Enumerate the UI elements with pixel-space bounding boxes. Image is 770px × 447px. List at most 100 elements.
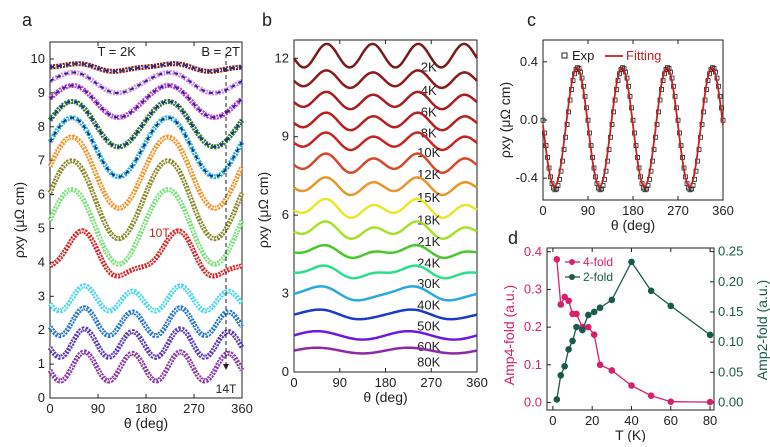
x-tick-label-d: 60 — [664, 413, 678, 428]
series-label-b: 21K — [417, 234, 440, 249]
data-point-2-fold — [596, 304, 604, 312]
y-tick-label-b: 0 — [282, 364, 289, 379]
y2-tick-label-d: 0.25 — [718, 244, 743, 259]
y-tick-label-a: 4 — [38, 254, 45, 269]
data-series-b — [293, 243, 478, 260]
data-series-a-marker-fill — [49, 71, 243, 94]
plot-frame-b — [293, 39, 478, 373]
x-tick-label-b: 180 — [375, 375, 397, 390]
field-annotation-14T: 14T — [216, 382, 237, 396]
temperature-annotation: T = 2K — [97, 44, 136, 59]
exp-data-point — [644, 186, 649, 192]
y-tick-label-a: 8 — [38, 119, 45, 134]
y-tick-label-b: 6 — [282, 207, 289, 222]
series-label-b: 12K — [417, 167, 440, 182]
x-tick-label-c: 180 — [622, 203, 644, 218]
x-tick-label-c: 0 — [539, 203, 546, 218]
y-tick-label-a: 6 — [38, 187, 45, 202]
exp-data-point — [687, 187, 693, 193]
series-label-b: 2K — [421, 59, 437, 74]
data-point-2-fold — [565, 346, 572, 353]
legend-exp-label: Exp — [572, 48, 594, 63]
plot-frame-d — [546, 247, 715, 411]
x-tick-label-a: 0 — [46, 401, 53, 416]
x-tick-label-d: 80 — [703, 413, 717, 428]
x-axis-label-b: θ (deg) — [363, 389, 407, 405]
series-label-b: 8K — [421, 125, 437, 140]
legend-fitting-label: Fitting — [626, 48, 661, 63]
panel-label-c: c — [527, 10, 536, 30]
panel-label-d: d — [508, 228, 518, 248]
data-series-a-marker-fill — [49, 230, 243, 277]
data-series-b — [293, 176, 478, 197]
data-point-4-fold — [628, 382, 635, 389]
data-series-a-marker-fill — [49, 328, 243, 358]
x-tick-label-b: 270 — [420, 375, 442, 390]
data-series-a-marker-fill — [49, 351, 243, 382]
data-series-b — [293, 111, 478, 132]
data-point-4-fold — [706, 398, 714, 406]
data-series-b — [293, 220, 478, 240]
arrow-head-icon — [223, 364, 229, 370]
y-tick-label-c: 0.4 — [520, 54, 538, 69]
y-tick-label-d: 0.2 — [524, 319, 542, 334]
x-tick-label-c: 90 — [581, 203, 595, 218]
data-series-b — [293, 285, 478, 302]
data-point-2-fold — [628, 258, 635, 266]
data-point-2-fold — [608, 296, 616, 304]
y-tick-label-b: 12 — [275, 50, 289, 65]
x-tick-label-d: 20 — [585, 413, 599, 428]
x-tick-label-a: 180 — [135, 401, 157, 416]
y-axis-label-a: ρxy (μΩ cm) — [11, 182, 27, 258]
data-series-b — [292, 42, 479, 69]
legend-marker-4-fold — [569, 259, 575, 265]
y-tick-label-a: 10 — [31, 51, 45, 66]
x-tick-label-c: 270 — [667, 203, 689, 218]
data-series-b — [293, 346, 478, 355]
data-series-a — [47, 158, 245, 242]
y2-tick-label-d: 0.10 — [718, 334, 743, 349]
y-tick-label-a: 1 — [38, 356, 45, 371]
x-tick-label-b: 360 — [466, 375, 488, 390]
fit-series-a — [49, 100, 243, 148]
y-axis-label-b: ρxy (μΩ cm) — [255, 172, 271, 248]
y-axis-label-d: Amp4-fold (a.u.) — [501, 285, 517, 385]
data-series-a-marker-fill — [49, 188, 243, 265]
x-tick-label-c: 360 — [712, 203, 734, 218]
exp-data-point — [552, 187, 558, 193]
exp-data-point — [689, 186, 694, 192]
data-series-a — [47, 349, 245, 384]
data-series-a-marker-fill — [49, 84, 243, 119]
x-tick-label-d: 40 — [624, 413, 638, 428]
data-point-2-fold — [667, 302, 675, 310]
exp-data-point — [540, 117, 546, 123]
x-tick-label-b: 0 — [290, 375, 297, 390]
data-point-4-fold — [647, 392, 655, 399]
y-tick-label-b: 3 — [282, 286, 289, 301]
data-point-4-fold — [667, 398, 675, 406]
legend-marker-2-fold — [569, 274, 575, 280]
y-tick-label-a: 7 — [38, 153, 45, 168]
field-annotation-10T: 10T — [149, 226, 170, 240]
fit-series-a — [49, 62, 243, 73]
data-series-a-marker-fill — [49, 136, 243, 209]
data-point-4-fold — [553, 256, 561, 263]
exp-data-point — [599, 186, 604, 192]
series-label-b: 10K — [417, 145, 440, 160]
data-series-b — [293, 90, 478, 111]
data-point-4-fold — [584, 323, 592, 331]
data-point-2-fold — [557, 372, 565, 379]
data-point-2-fold — [647, 287, 655, 295]
exp-data-point — [642, 187, 648, 193]
x-axis-label-a: θ (deg) — [124, 415, 168, 431]
data-point-4-fold — [596, 361, 604, 369]
series-label-b: 30K — [417, 276, 440, 291]
data-point-4-fold — [557, 301, 565, 308]
y-tick-label-a: 3 — [38, 288, 45, 303]
data-series-a-marker-fill — [49, 307, 243, 337]
y-tick-label-a: 0 — [38, 390, 45, 405]
series-label-b: 80K — [417, 354, 440, 369]
data-point-4-fold — [590, 331, 598, 338]
series-label-b: 50K — [417, 318, 440, 333]
